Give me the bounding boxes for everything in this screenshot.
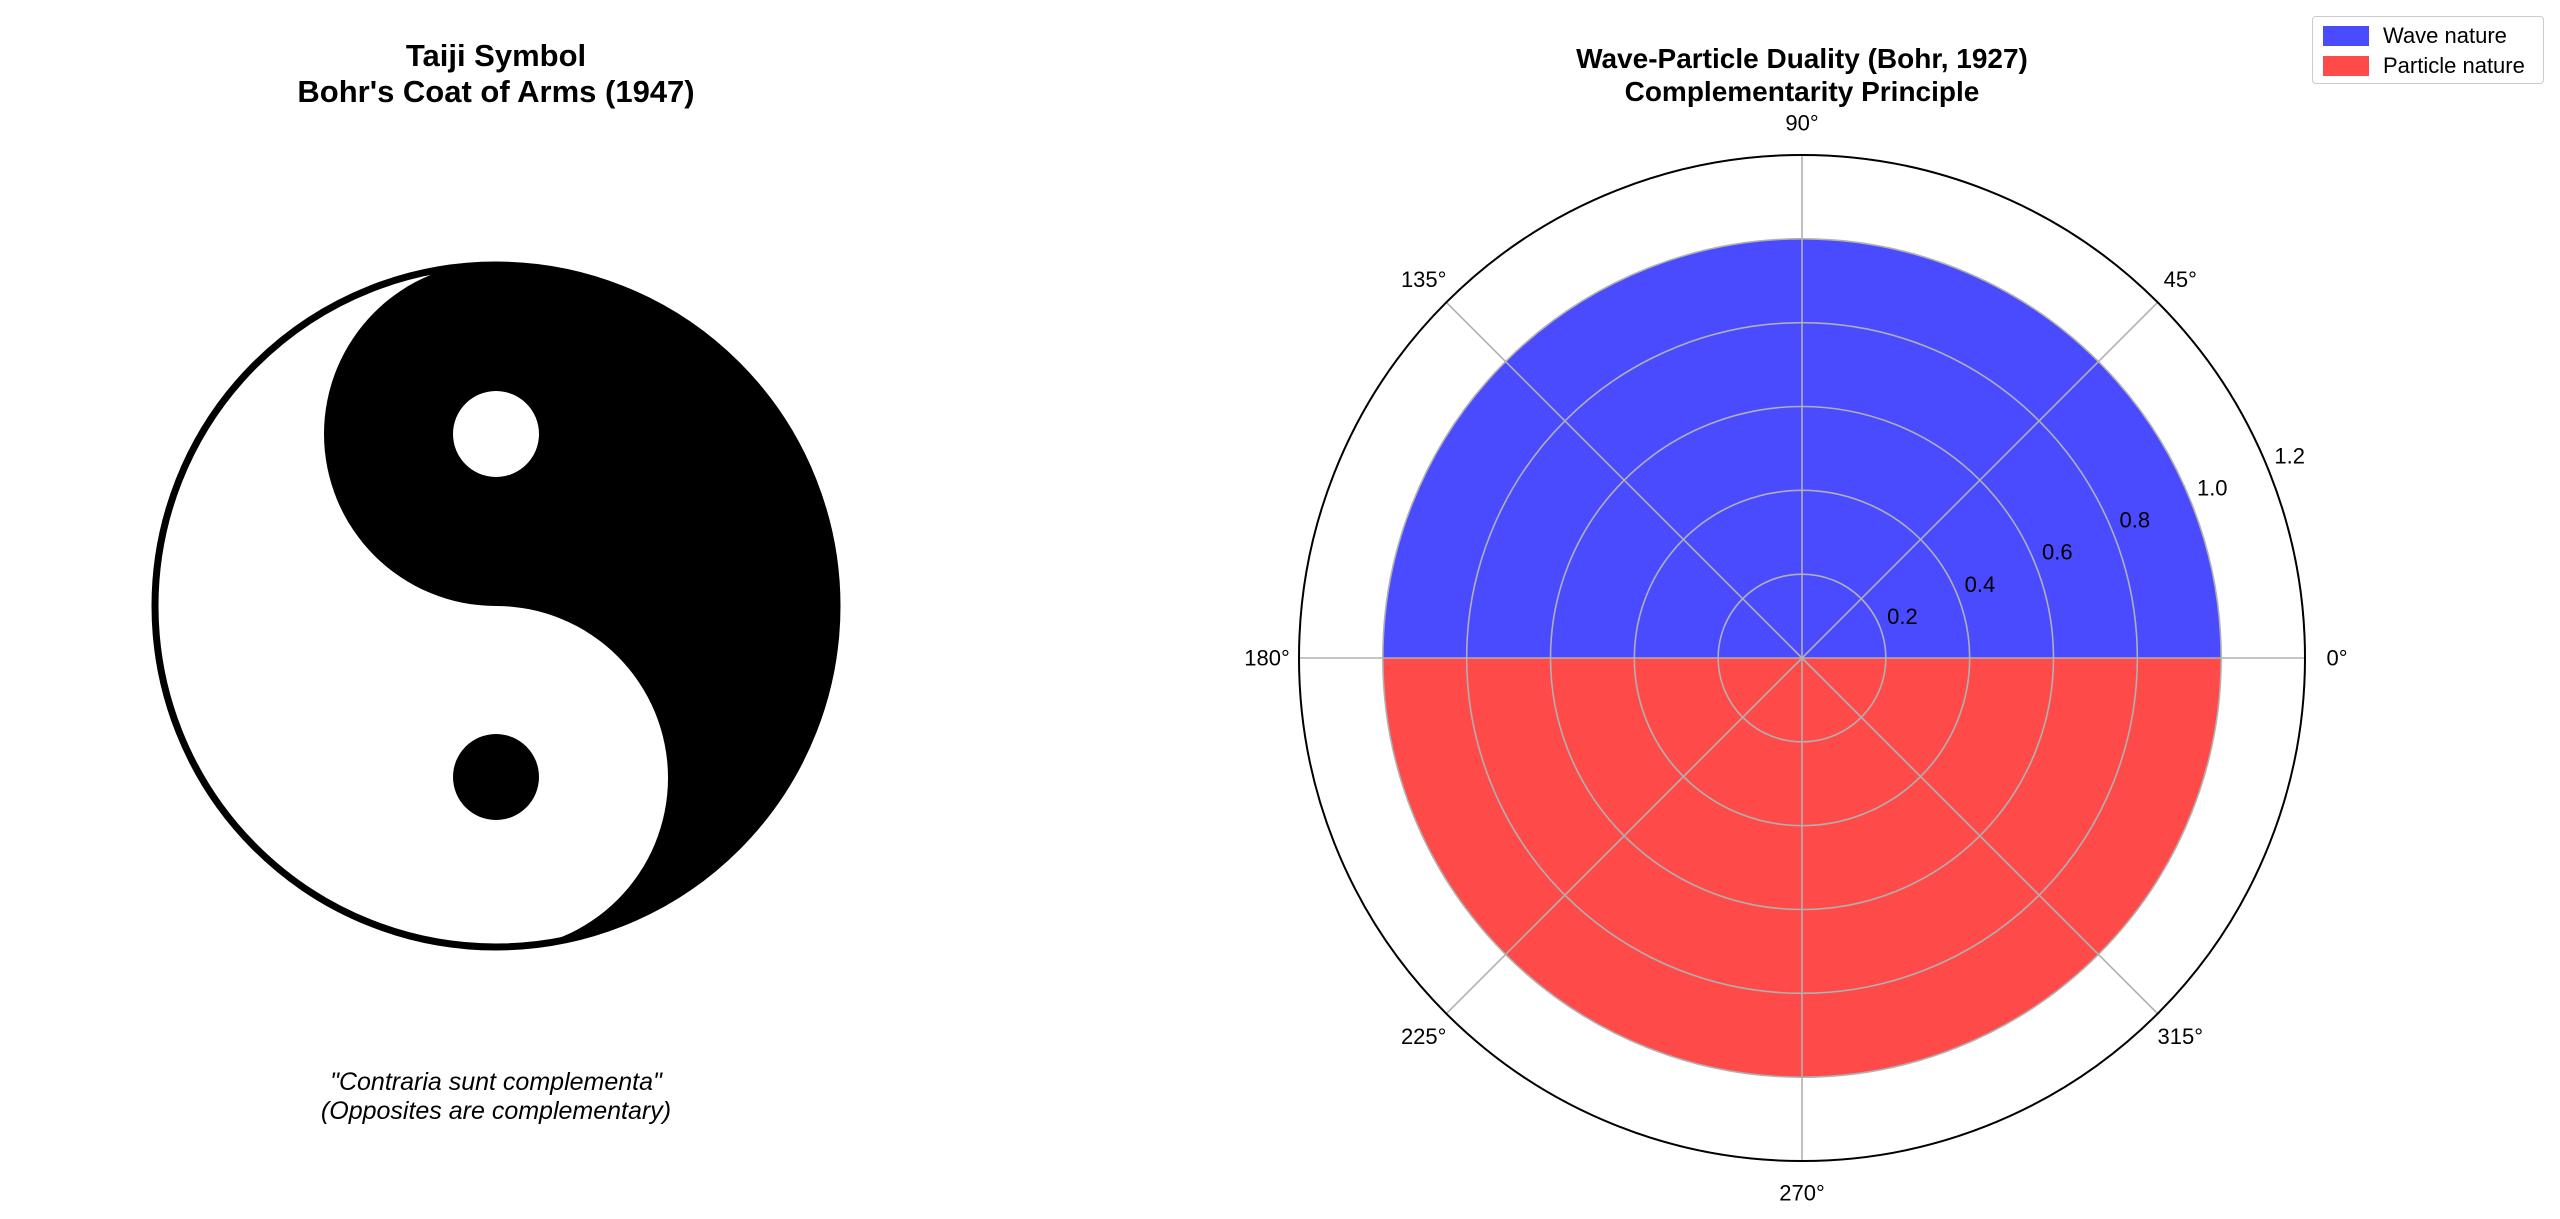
theta-grid-line <box>1445 301 1803 659</box>
theta-tick-label: 225° <box>1401 1024 1447 1049</box>
taiji-outline <box>151 261 841 951</box>
polar-chart: 0° 45° 90° 135° 180° 225° 270° 315° 0.2 0.4 0.6 0.8… <box>1244 111 2347 1206</box>
theta-tick-label: 270° <box>1779 1181 1825 1206</box>
theta-grid-line <box>1801 657 2159 1015</box>
r-tick-label: 0.8 <box>2120 508 2151 533</box>
theta-tick-label: 90° <box>1785 111 1818 136</box>
legend-swatch-wave <box>2323 26 2369 46</box>
legend-label-wave: Wave nature <box>2383 23 2507 48</box>
theta-tick-label: 180° <box>1244 646 1290 671</box>
taiji-title-line1: Taiji Symbol <box>405 38 587 73</box>
legend-swatch-particle <box>2323 56 2369 76</box>
r-tick-label: 0.2 <box>1887 604 1918 629</box>
r-tick-label: 0.4 <box>1965 572 1996 597</box>
legend-item-wave: Wave nature <box>2323 23 2507 48</box>
r-tick-label: 1.0 <box>2197 476 2228 501</box>
chart-title-line2: Complementarity Principle <box>1624 76 1980 107</box>
taiji-white-half <box>152 262 668 950</box>
chart-legend: Wave nature Particle nature <box>2312 16 2544 84</box>
theta-tick-label: 45° <box>2164 267 2197 292</box>
theta-tick-label: 0° <box>2326 646 2347 671</box>
legend-label-particle: Particle nature <box>2383 53 2525 78</box>
motto: "Contraria sunt complementa" (Opposites … <box>196 1068 796 1126</box>
theta-tick-label: 135° <box>1401 267 1447 292</box>
motto-line2: (Opposites are complementary) <box>320 1097 672 1125</box>
taiji-white-dot <box>453 391 539 477</box>
taiji-symbol <box>151 261 841 951</box>
legend-item-particle: Particle nature <box>2323 53 2525 78</box>
taiji-title-line2: Bohr's Coat of Arms (1947) <box>297 74 695 109</box>
taiji-title: Taiji Symbol Bohr's Coat of Arms (1947) <box>196 38 796 110</box>
chart-title-line1: Wave-Particle Duality (Bohr, 1927) <box>1576 43 2028 74</box>
r-tick-label: 0.6 <box>2042 540 2073 565</box>
taiji-black-dot <box>453 734 539 820</box>
theta-grid-line <box>1801 301 2159 659</box>
chart-title: Wave-Particle Duality (Bohr, 1927) Compl… <box>1502 42 2102 108</box>
motto-line1: "Contraria sunt complementa" <box>330 1068 662 1096</box>
theta-tick-label: 315° <box>2158 1024 2204 1049</box>
r-tick-label: 1.2 <box>2274 443 2305 468</box>
polar-frame <box>1298 154 2306 1162</box>
theta-grid-line <box>1445 657 1803 1015</box>
